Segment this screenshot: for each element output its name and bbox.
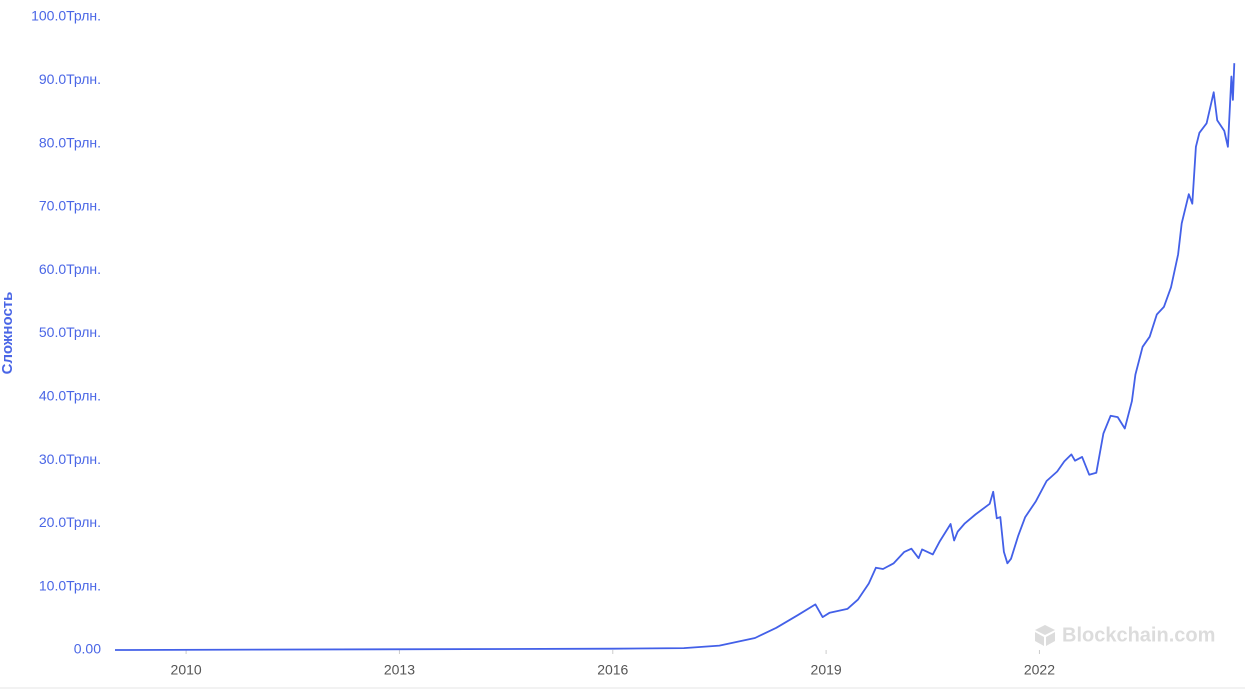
y-axis-label: Сложность [0, 292, 16, 375]
watermark-icon [1035, 625, 1055, 646]
y-tick-label: 90.0Трлн. [39, 71, 101, 87]
y-tick-label: 60.0Трлн. [39, 261, 101, 277]
y-tick-label: 0.00 [74, 641, 101, 657]
y-tick-label: 100.0Трлн. [31, 8, 101, 24]
x-tick-label: 2010 [171, 662, 202, 678]
y-tick-label: 80.0Трлн. [39, 134, 101, 150]
x-tick-label: 2019 [811, 662, 842, 678]
y-tick-label: 40.0Трлн. [39, 388, 101, 404]
y-tick-label: 70.0Трлн. [39, 198, 101, 214]
y-tick-label: 10.0Трлн. [39, 577, 101, 593]
x-tick-label: 2013 [384, 662, 415, 678]
y-tick-label: 50.0Трлн. [39, 324, 101, 340]
y-tick-label: 20.0Трлн. [39, 514, 101, 530]
y-tick-label: 30.0Трлн. [39, 451, 101, 467]
watermark: Blockchain.com [1062, 624, 1215, 646]
x-tick-label: 2022 [1024, 662, 1055, 678]
line-series [114, 63, 1236, 651]
x-tick-label: 2016 [597, 662, 628, 678]
